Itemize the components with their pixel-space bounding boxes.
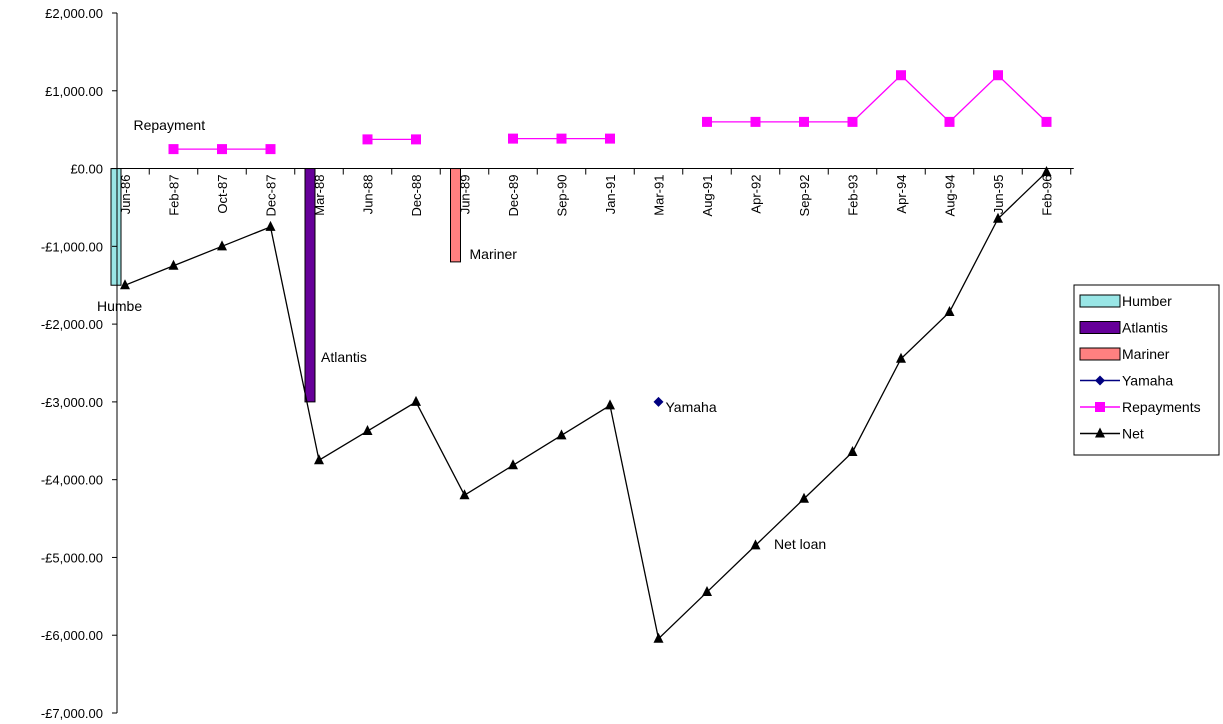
y-tick-label: £1,000.00	[45, 84, 103, 99]
x-tick-label: Mar-88	[312, 175, 327, 216]
legend-item-yamaha: Yamaha	[1080, 373, 1173, 389]
y-tick-label: £0.00	[70, 162, 103, 177]
x-tick-label: Feb-96	[1040, 175, 1055, 216]
y-tick-label: -£1,000.00	[41, 239, 103, 254]
annotation-yamaha: Yamaha	[666, 399, 717, 415]
repayments-point	[411, 134, 421, 145]
net-point	[314, 454, 324, 465]
annotation-repayment: Repayment	[134, 117, 206, 133]
repayments-point	[508, 133, 518, 144]
x-tick-label: Aug-94	[943, 175, 958, 217]
x-tick-label: Sep-90	[555, 175, 570, 217]
repayments-point	[556, 133, 567, 144]
x-tick-label: Mar-91	[652, 175, 667, 216]
repayments-point	[750, 116, 761, 127]
x-tick-label: Dec-89	[506, 175, 521, 217]
net-point	[653, 632, 664, 643]
legend-label: Mariner	[1122, 346, 1170, 362]
legend-swatch-marker	[1095, 375, 1105, 386]
legend-item-atlantis: Atlantis	[1079, 320, 1168, 336]
x-tick-label: Jun-89	[458, 175, 473, 215]
repayments-point	[993, 70, 1003, 81]
x-tick-label: Jun-88	[361, 175, 376, 215]
repayments-point	[217, 144, 227, 155]
repayments-point	[362, 134, 373, 145]
annotation-mariner: Mariner	[470, 246, 518, 262]
y-tick-label: -£3,000.00	[41, 395, 103, 410]
x-tick-label: Jun-86	[118, 175, 133, 215]
legend-box	[1073, 284, 1220, 456]
net-point	[120, 279, 130, 290]
x-tick-label: Feb-87	[167, 175, 182, 216]
net-point	[217, 240, 227, 251]
x-tick-label: Aug-91	[700, 175, 715, 217]
repayments-line	[707, 74, 1047, 123]
x-tick-label: Sep-92	[797, 175, 812, 217]
legend-item-repayments: Repayments	[1080, 399, 1201, 415]
annotations-group: Repayment Humbe Atlantis Mariner Yamaha Net l…	[97, 117, 826, 552]
legend-label: Atlantis	[1122, 320, 1168, 336]
net-point	[556, 429, 567, 440]
axes-group: £2,000.00 £1,000.00 £0.00 -£1,000.00 -£2,000…	[41, 6, 1074, 721]
net-point	[944, 306, 955, 317]
net-point	[265, 220, 276, 231]
x-tick-label: Feb-93	[846, 175, 861, 216]
y-tick-label: -£6,000.00	[41, 628, 103, 643]
net-point	[459, 489, 470, 500]
net-point	[411, 395, 421, 406]
y-tick-label: £2,000.00	[45, 6, 103, 21]
repayments-point	[847, 116, 858, 127]
net-point	[993, 212, 1003, 223]
legend-item-net: Net	[1080, 426, 1144, 442]
annotation-humbe: Humbe	[97, 298, 142, 314]
repayments-point	[1041, 116, 1052, 127]
net-point	[896, 352, 906, 363]
yamaha-point	[653, 396, 664, 407]
legend-swatch	[1079, 294, 1121, 308]
legend-item-mariner: Mariner	[1079, 346, 1170, 362]
line-series-group	[120, 70, 1052, 643]
x-tick-label: Apr-92	[749, 175, 764, 214]
y-tick-label: -£4,000.00	[41, 473, 103, 488]
legend-label: Repayments	[1122, 399, 1201, 415]
repayments-point	[896, 70, 906, 81]
x-tick-label: Oct-87	[215, 175, 230, 214]
net-point	[508, 459, 518, 470]
net-point	[1041, 166, 1052, 177]
x-tick-label: Apr-94	[894, 175, 909, 214]
repayments-point	[702, 116, 712, 127]
legend: Humber Atlantis Mariner Yamaha Repayments Net	[1073, 284, 1220, 456]
legend-swatch-marker	[1095, 402, 1105, 412]
x-tick-label: Jun-95	[991, 175, 1006, 215]
net-point	[605, 399, 615, 410]
repayments-point	[265, 144, 276, 155]
net-point	[799, 492, 809, 503]
legend-item-humber: Humber	[1079, 293, 1172, 309]
repayments-point	[605, 133, 615, 144]
net-point	[362, 425, 373, 436]
repayments-point	[168, 144, 179, 155]
legend-swatch-marker	[1095, 427, 1105, 438]
net-line	[124, 171, 1047, 641]
repayments-point	[944, 116, 955, 127]
annotation-net-loan: Net loan	[774, 536, 826, 552]
x-tick-label: Dec-88	[409, 175, 424, 217]
legend-swatch	[1079, 347, 1121, 361]
y-tick-label: -£7,000.00	[41, 706, 103, 721]
net-point	[750, 539, 761, 550]
annotation-atlantis: Atlantis	[321, 349, 367, 365]
net-point	[702, 586, 712, 597]
legend-label: Net	[1122, 426, 1144, 442]
net-point	[168, 259, 179, 270]
x-tick-label: Jan-91	[603, 175, 618, 215]
y-tick-label: -£5,000.00	[41, 550, 103, 565]
legend-label: Yamaha	[1122, 373, 1173, 389]
x-tick-label: Dec-87	[264, 175, 279, 217]
net-point	[847, 446, 858, 457]
legend-label: Humber	[1122, 293, 1172, 309]
legend-swatch	[1079, 321, 1121, 334]
repayments-point	[799, 116, 809, 127]
y-tick-label: -£2,000.00	[41, 317, 103, 332]
